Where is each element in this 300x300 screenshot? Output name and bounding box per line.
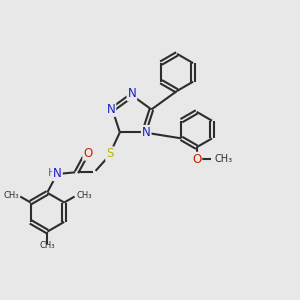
- Text: CH₃: CH₃: [40, 241, 55, 250]
- Text: CH₃: CH₃: [76, 191, 92, 200]
- Text: N: N: [142, 126, 151, 139]
- Text: O: O: [192, 153, 201, 166]
- Text: H: H: [48, 168, 57, 178]
- Text: N: N: [128, 87, 136, 100]
- Text: O: O: [83, 147, 92, 160]
- Text: S: S: [106, 147, 113, 160]
- Text: N: N: [53, 167, 62, 180]
- Text: CH₃: CH₃: [214, 154, 232, 164]
- Text: CH₃: CH₃: [3, 191, 19, 200]
- Text: N: N: [106, 103, 115, 116]
